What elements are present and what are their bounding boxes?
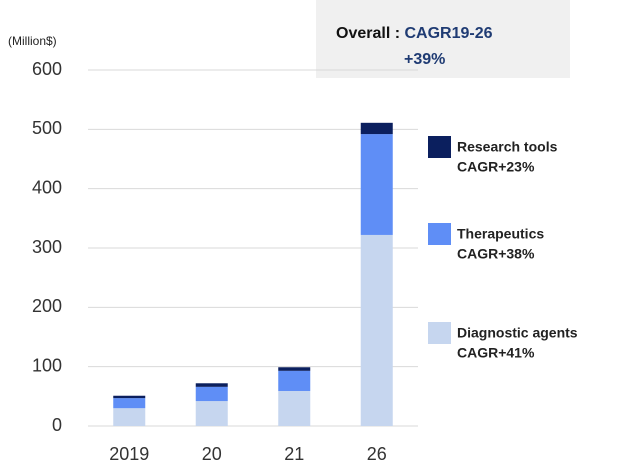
y-tick-label: 500	[32, 118, 62, 138]
unit-label: (Million$)	[8, 34, 57, 48]
x-tick-label: 2019	[109, 444, 149, 464]
bar-segment	[278, 390, 311, 426]
legend-label: Therapeutics	[457, 226, 544, 242]
annotation-value: +39%	[404, 51, 445, 68]
annotation-metric: CAGR19-26	[404, 25, 492, 42]
legend-note: CAGR+38%	[457, 246, 535, 262]
y-tick-label: 600	[32, 59, 62, 79]
x-tick-label: 26	[367, 444, 387, 464]
legend-swatch	[428, 136, 451, 158]
annotation-label: Overall :	[336, 25, 400, 42]
legend-label: Diagnostic agents	[457, 325, 578, 341]
legend-note: CAGR+23%	[457, 159, 535, 175]
y-tick-label: 100	[32, 355, 62, 375]
bar-segment	[113, 398, 146, 409]
legend-swatch	[428, 223, 451, 245]
legend-note: CAGR+41%	[457, 345, 535, 361]
bar-segment	[278, 370, 311, 391]
legend-label: Research tools	[457, 139, 558, 155]
annotation: Overall : CAGR19-26	[336, 25, 493, 42]
x-tick-label: 20	[202, 444, 222, 464]
legend-swatch	[428, 322, 451, 344]
bar-segment	[195, 383, 228, 387]
bar-segment	[113, 408, 146, 426]
bar-segment	[278, 367, 311, 371]
y-tick-label: 0	[52, 415, 62, 435]
annotation-box	[316, 0, 570, 78]
bar-segment	[360, 134, 393, 235]
bar-segment	[195, 401, 228, 426]
x-tick-label: 21	[284, 444, 304, 464]
y-tick-label: 400	[32, 177, 62, 197]
bar-segment	[360, 122, 393, 135]
y-tick-label: 200	[32, 296, 62, 316]
bar-segment	[360, 234, 393, 426]
y-tick-label: 300	[32, 237, 62, 257]
bar-segment	[195, 386, 228, 402]
bar-segment	[113, 395, 146, 399]
